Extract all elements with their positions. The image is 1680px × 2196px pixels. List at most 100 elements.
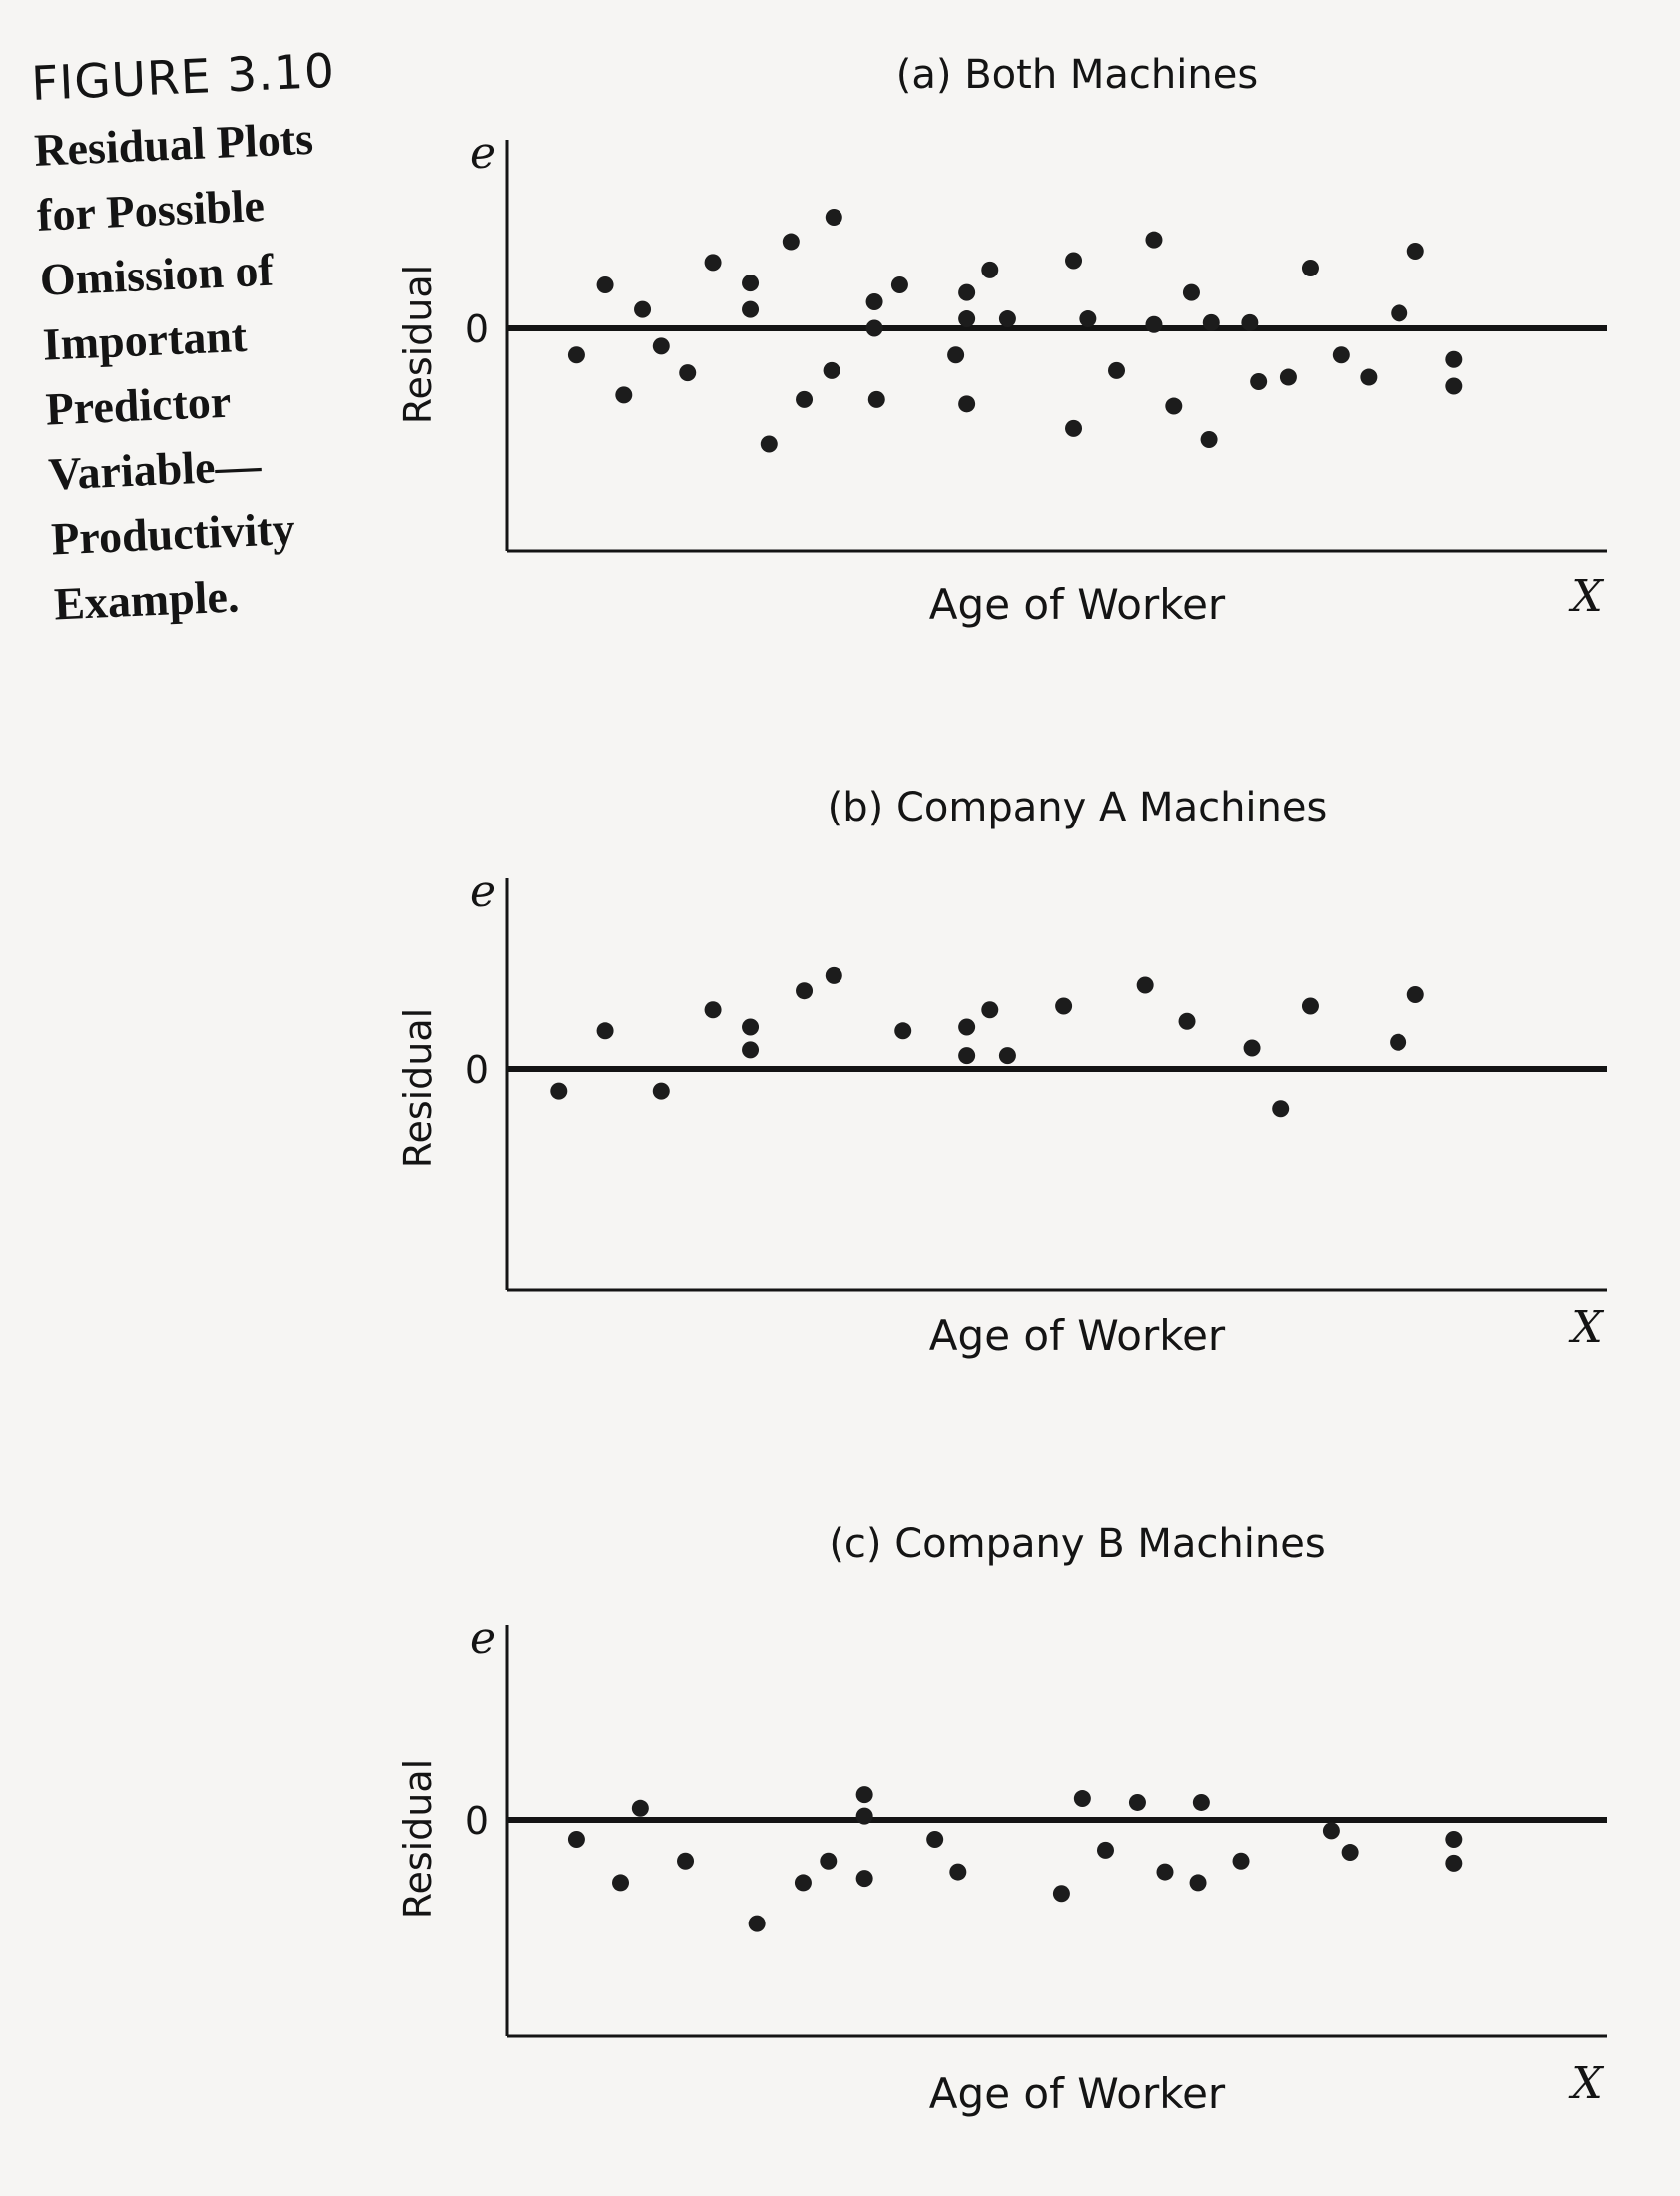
residual-point <box>1096 1841 1114 1859</box>
residual-point <box>796 982 814 1000</box>
residual-point <box>958 283 976 301</box>
residual-point <box>567 346 585 364</box>
residual-point <box>612 1874 630 1892</box>
residual-point <box>958 395 976 413</box>
residual-point <box>596 276 614 294</box>
residual-point <box>890 276 908 294</box>
residual-point <box>1360 368 1378 386</box>
residual-point <box>652 1082 670 1100</box>
y-tick-label: 0 <box>465 307 489 351</box>
residual-point <box>1250 373 1268 391</box>
residual-point <box>820 1852 838 1870</box>
residual-point <box>1279 368 1297 386</box>
residual-point <box>550 1082 568 1100</box>
residual-point <box>1232 1852 1250 1870</box>
residual-point <box>1055 997 1073 1015</box>
residual-point <box>794 1874 812 1892</box>
residual-point <box>1406 243 1424 261</box>
residual-point <box>1073 1790 1091 1808</box>
residual-point <box>981 261 999 278</box>
x-axis-symbol: X <box>1568 1302 1604 1353</box>
residual-point <box>1192 1793 1210 1811</box>
y-axis-symbol: e <box>470 1613 496 1664</box>
residual-point <box>1445 1854 1463 1872</box>
residual-point <box>1332 346 1350 364</box>
residual-point <box>1128 1793 1146 1811</box>
residual-point <box>782 233 800 251</box>
residual-point <box>679 364 697 382</box>
residual-point <box>1243 1039 1261 1057</box>
residual-point <box>958 1047 976 1065</box>
residual-plot-b: (b) Company A Machines Age of Worker Xe 0 Re… <box>396 785 1607 1360</box>
y-axis-label: Residual <box>396 1759 440 1919</box>
residual-point <box>742 1018 760 1036</box>
residual-point <box>926 1831 944 1849</box>
residual-point <box>1145 315 1163 333</box>
residual-point <box>867 390 885 408</box>
y-axis-symbol: e <box>470 128 496 179</box>
residual-point <box>1189 1874 1207 1892</box>
residual-point <box>855 1786 873 1804</box>
residual-point <box>949 1863 967 1881</box>
residual-point <box>825 208 842 226</box>
residual-point <box>1108 361 1126 379</box>
residual-point <box>634 300 652 318</box>
residual-point <box>1241 313 1259 331</box>
residual-point <box>1322 1822 1340 1840</box>
residual-point <box>796 390 814 408</box>
residual-point <box>567 1831 585 1849</box>
residual-point <box>1136 976 1154 994</box>
residual-point <box>823 361 840 379</box>
residual-point <box>1445 1831 1463 1849</box>
x-axis-label: Age of Worker <box>929 1311 1226 1360</box>
residual-point <box>825 966 842 984</box>
residual-point <box>742 274 760 292</box>
residual-point <box>1156 1863 1174 1881</box>
y-axis-label: Residual <box>396 1008 440 1168</box>
residual-point <box>1445 377 1463 395</box>
residual-point <box>760 435 778 453</box>
residual-point <box>1200 431 1218 448</box>
residual-point <box>677 1852 695 1870</box>
residual-point <box>1272 1100 1290 1118</box>
residual-point <box>1301 997 1319 1015</box>
residual-point <box>742 1041 760 1059</box>
residual-plot-c: (c) Company B Machines Age of Worker Xe 0 Re… <box>396 1521 1607 2118</box>
residual-point <box>1406 986 1424 1004</box>
residual-point <box>1065 252 1083 270</box>
x-axis-label: Age of Worker <box>929 2069 1226 2118</box>
residual-point <box>1202 313 1220 331</box>
residual-point <box>748 1915 766 1932</box>
residual-point <box>981 1001 999 1019</box>
residual-point <box>742 300 760 318</box>
residual-point <box>1390 1033 1407 1051</box>
panel-title: (b) Company A Machines <box>828 785 1328 830</box>
residual-point <box>958 1018 976 1036</box>
residual-point <box>1145 231 1163 249</box>
residual-point <box>855 1870 873 1888</box>
residual-point <box>1445 350 1463 368</box>
residual-point <box>1165 397 1183 415</box>
x-axis-symbol: X <box>1568 2058 1604 2109</box>
residual-point <box>1079 310 1097 328</box>
residual-point <box>596 1022 614 1040</box>
residual-point <box>652 337 670 355</box>
residual-point <box>1301 260 1319 277</box>
residual-point <box>1341 1844 1359 1862</box>
y-tick-label: 0 <box>465 1799 489 1843</box>
residual-point <box>1391 304 1408 322</box>
y-tick-label: 0 <box>465 1048 489 1092</box>
residual-point <box>947 346 965 364</box>
residual-point <box>1178 1012 1196 1030</box>
residual-point <box>631 1799 649 1817</box>
x-axis-symbol: X <box>1568 571 1604 622</box>
residual-point <box>855 1807 873 1825</box>
residual-point <box>1065 419 1083 437</box>
residual-point <box>958 310 976 328</box>
residual-point <box>998 310 1016 328</box>
residual-plot-a: (a) Both Machines Age of Worker Xe 0 Residua… <box>396 52 1607 629</box>
x-axis-label: Age of Worker <box>929 580 1226 629</box>
panel-title: (c) Company B Machines <box>829 1521 1325 1567</box>
residual-point <box>1052 1885 1070 1903</box>
